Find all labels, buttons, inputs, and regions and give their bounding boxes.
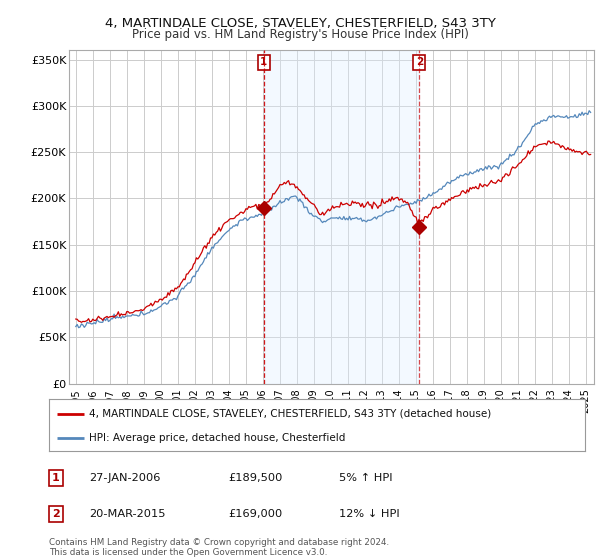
- Text: 2: 2: [416, 58, 423, 67]
- Text: 20-MAR-2015: 20-MAR-2015: [89, 509, 166, 519]
- Text: HPI: Average price, detached house, Chesterfield: HPI: Average price, detached house, Ches…: [89, 433, 346, 443]
- Bar: [264, 50, 419, 384]
- Text: 4, MARTINDALE CLOSE, STAVELEY, CHESTERFIELD, S43 3TY: 4, MARTINDALE CLOSE, STAVELEY, CHESTERFI…: [104, 17, 496, 30]
- Text: 2: 2: [52, 509, 59, 519]
- Text: 1: 1: [260, 58, 268, 67]
- Text: Contains HM Land Registry data © Crown copyright and database right 2024.
This d: Contains HM Land Registry data © Crown c…: [49, 538, 389, 557]
- Text: 1: 1: [52, 473, 59, 483]
- Text: 4, MARTINDALE CLOSE, STAVELEY, CHESTERFIELD, S43 3TY (detached house): 4, MARTINDALE CLOSE, STAVELEY, CHESTERFI…: [89, 409, 491, 419]
- Text: 5% ↑ HPI: 5% ↑ HPI: [339, 473, 392, 483]
- Text: 27-JAN-2006: 27-JAN-2006: [89, 473, 160, 483]
- Text: Price paid vs. HM Land Registry's House Price Index (HPI): Price paid vs. HM Land Registry's House …: [131, 28, 469, 41]
- Text: £169,000: £169,000: [228, 509, 282, 519]
- Text: 12% ↓ HPI: 12% ↓ HPI: [339, 509, 400, 519]
- Text: £189,500: £189,500: [228, 473, 283, 483]
